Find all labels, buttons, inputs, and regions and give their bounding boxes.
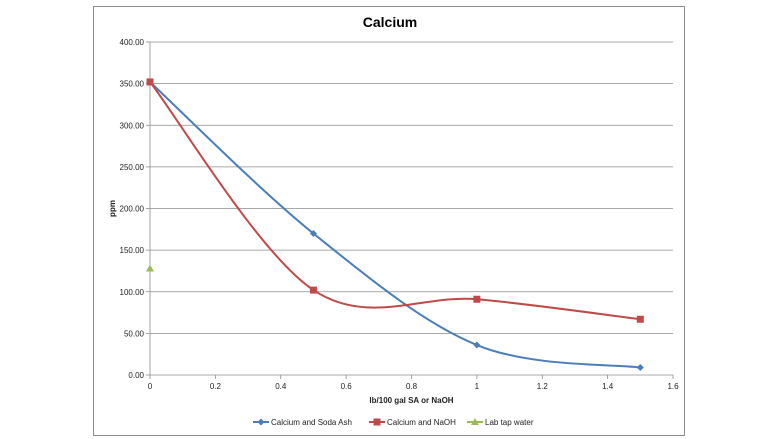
y-tick-label: 400.00: [120, 38, 145, 47]
legend-label: Lab tap water: [485, 418, 534, 427]
x-tick-label: 0.4: [275, 382, 287, 391]
data-point: [636, 315, 644, 323]
x-tick-label: 1.4: [602, 382, 614, 391]
series-line: [149, 81, 641, 321]
data-point: [146, 264, 154, 272]
x-axis-label: lb/100 gal SA or NaOH: [369, 396, 453, 405]
y-axis-ticks: 0.00 50.00 100.00 150.00 200.00 250.00 300.00 3…: [120, 38, 150, 380]
legend-marker: [257, 418, 265, 426]
y-tick-label: 100.00: [120, 288, 145, 297]
x-tick-label: 0: [148, 382, 153, 391]
series-layer: [146, 78, 644, 372]
y-axis-label: ppm: [108, 200, 117, 217]
data-point: [473, 295, 481, 303]
legend: Calcium and Soda Ash Calcium and NaOH Lab …: [253, 418, 534, 427]
legend-marker: [373, 418, 381, 426]
x-tick-label: 0.8: [406, 382, 418, 391]
series-2: [146, 264, 154, 272]
data-point: [473, 341, 481, 349]
legend-label: Calcium and NaOH: [387, 418, 456, 427]
y-tick-label: 250.00: [120, 163, 145, 172]
series-1: [146, 78, 644, 323]
chart-title: Calcium: [363, 14, 417, 30]
y-tick-label: 0.00: [128, 371, 144, 380]
legend-marker: [471, 418, 479, 425]
data-point: [146, 78, 154, 86]
data-point: [309, 229, 317, 237]
y-tick-label: 300.00: [120, 121, 145, 130]
y-tick-label: 350.00: [120, 80, 145, 89]
x-tick-label: 1: [475, 382, 480, 391]
gridlines: [150, 41, 673, 334]
y-tick-label: 150.00: [120, 246, 145, 255]
legend-item: Lab tap water: [467, 418, 534, 427]
legend-label: Calcium and Soda Ash: [271, 418, 352, 427]
series-line: [149, 81, 641, 369]
x-axis-ticks: 0 0.2 0.4 0.6 0.8 1 1.2 1.4 1.6: [148, 375, 679, 391]
x-tick-label: 0.6: [341, 382, 353, 391]
x-tick-label: 1.6: [667, 382, 679, 391]
y-tick-label: 50.00: [124, 329, 145, 338]
x-tick-label: 0.2: [210, 382, 222, 391]
data-point: [636, 364, 644, 372]
legend-item: Calcium and Soda Ash: [253, 418, 352, 427]
data-point: [309, 286, 317, 294]
series-0: [146, 78, 644, 372]
y-tick-label: 200.00: [120, 205, 145, 214]
x-tick-label: 1.2: [537, 382, 549, 391]
legend-item: Calcium and NaOH: [369, 418, 456, 427]
